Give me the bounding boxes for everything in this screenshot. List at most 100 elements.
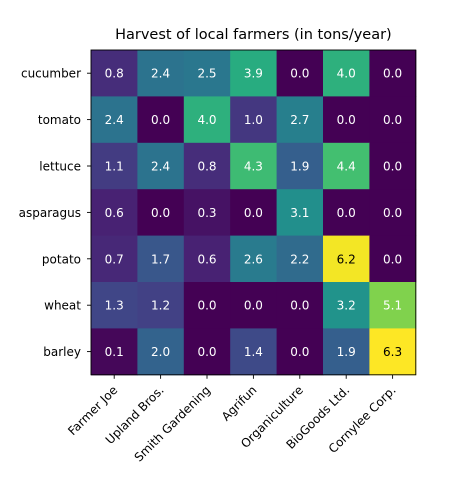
heatmap-cell — [276, 96, 324, 144]
cell-value-label: 2.0 — [151, 345, 170, 359]
cell-value-label: 0.0 — [383, 113, 402, 127]
heatmap-cell — [183, 142, 231, 190]
heatmap-cell — [183, 96, 231, 144]
cell-value-label: 6.3 — [383, 345, 402, 359]
heatmap-cell — [183, 189, 231, 237]
heatmap-cell — [91, 142, 138, 190]
heatmap-cell — [137, 282, 185, 329]
cell-value-label: 1.4 — [244, 345, 263, 359]
heatmap-cell — [369, 328, 417, 376]
cell-value-label: 2.6 — [244, 252, 263, 266]
cell-value-label: 4.3 — [244, 160, 263, 174]
cell-value-label: 6.2 — [337, 252, 356, 266]
heatmap-cell — [276, 282, 324, 329]
heatmap-cell — [183, 328, 231, 376]
heatmap-cell — [91, 189, 138, 237]
cell-value-label: 0.0 — [197, 299, 216, 313]
cell-value-label: 2.4 — [151, 67, 170, 81]
heatmap-cell — [369, 50, 417, 97]
cell-value-label: 4.4 — [337, 160, 356, 174]
heatmap-cell — [369, 282, 417, 329]
cell-value-label: 4.0 — [197, 113, 216, 127]
y-tick-label: lettuce — [39, 160, 81, 174]
heatmap-cell — [323, 189, 370, 237]
cell-value-label: 2.7 — [290, 113, 309, 127]
heatmap-cell — [183, 50, 231, 97]
cell-value-labels: 0.8 2.4 2.5 3.9 0.0 4.0 0.0 2.4 0.0 4.0 1.0 2.7 0.0 0… — [105, 67, 402, 359]
cell-value-label: 0.6 — [197, 252, 216, 266]
heatmap-cell — [183, 235, 231, 283]
cell-value-label: 0.0 — [151, 206, 170, 220]
cell-value-label: 3.1 — [290, 206, 309, 220]
cell-value-label: 0.8 — [105, 67, 124, 81]
cell-value-label: 0.0 — [197, 345, 216, 359]
y-tick-label: potato — [42, 252, 81, 266]
cell-value-label: 1.7 — [151, 252, 170, 266]
heatmap-cell — [137, 189, 185, 237]
y-tick-label: cucumber — [21, 67, 81, 81]
cell-value-label: 0.0 — [290, 345, 309, 359]
cell-value-label: 1.1 — [105, 160, 124, 174]
heatmap-cell — [230, 282, 278, 329]
heatmap-cell — [230, 328, 278, 376]
cell-value-label: 2.4 — [151, 160, 170, 174]
heatmap-cell — [276, 328, 324, 376]
heatmap-cell — [183, 282, 231, 329]
cell-value-label: 0.0 — [383, 160, 402, 174]
cell-value-label: 0.0 — [383, 67, 402, 81]
cell-value-label: 0.0 — [337, 206, 356, 220]
cell-value-label: 1.2 — [151, 299, 170, 313]
heatmap-cell — [323, 142, 370, 190]
heatmap-cell — [230, 96, 278, 144]
heatmap-cell — [369, 142, 417, 190]
cell-value-label: 1.3 — [105, 299, 124, 313]
heatmap-cell — [276, 142, 324, 190]
x-tick-label: Agrifun — [219, 383, 260, 424]
cell-value-label: 1.9 — [290, 160, 309, 174]
heatmap-cell — [91, 50, 138, 97]
cell-value-label: 1.0 — [244, 113, 263, 127]
heatmap-cell — [369, 189, 417, 237]
cell-value-label: 4.0 — [337, 67, 356, 81]
heatmap-cell — [230, 235, 278, 283]
cell-value-label: 0.1 — [105, 345, 124, 359]
cell-value-label: 0.0 — [383, 252, 402, 266]
cell-value-label: 2.4 — [105, 113, 124, 127]
cell-value-label: 0.0 — [244, 299, 263, 313]
heatmap-cell — [323, 328, 370, 376]
heatmap-cell — [323, 50, 370, 97]
cell-value-label: 2.5 — [197, 67, 216, 81]
cell-value-label: 2.2 — [290, 252, 309, 266]
heatmap-cell — [323, 282, 370, 329]
y-tick-label: tomato — [38, 113, 81, 127]
cell-value-label: 3.2 — [337, 299, 356, 313]
cell-value-label: 0.0 — [383, 206, 402, 220]
heatmap-cell — [91, 328, 138, 376]
heatmap-cell — [276, 235, 324, 283]
y-tick-label: barley — [43, 345, 81, 359]
heatmap-cell — [230, 189, 278, 237]
heatmap-cell — [137, 96, 185, 144]
heatmap-cell — [323, 235, 370, 283]
cell-value-label: 0.0 — [290, 299, 309, 313]
cell-value-label: 0.0 — [151, 113, 170, 127]
cell-value-label: 0.8 — [197, 160, 216, 174]
heatmap-cell — [137, 142, 185, 190]
heatmap-cell — [276, 189, 324, 237]
heatmap-cell — [91, 235, 138, 283]
y-tick-label: wheat — [44, 299, 81, 313]
cell-value-label: 5.1 — [383, 299, 402, 313]
heatmap-cell — [369, 96, 417, 144]
heatmap-cell — [91, 96, 138, 144]
cell-value-label: 0.3 — [197, 206, 216, 220]
heatmap-cell — [137, 50, 185, 97]
chart-title: Harvest of local farmers (in tons/year) — [115, 27, 392, 43]
heatmap-cell — [230, 142, 278, 190]
cell-value-label: 3.9 — [244, 67, 263, 81]
heatmap-cell — [323, 96, 370, 144]
y-tick-label: asparagus — [19, 206, 81, 220]
cell-value-label: 1.9 — [337, 345, 356, 359]
heatmap-cell — [369, 235, 417, 283]
